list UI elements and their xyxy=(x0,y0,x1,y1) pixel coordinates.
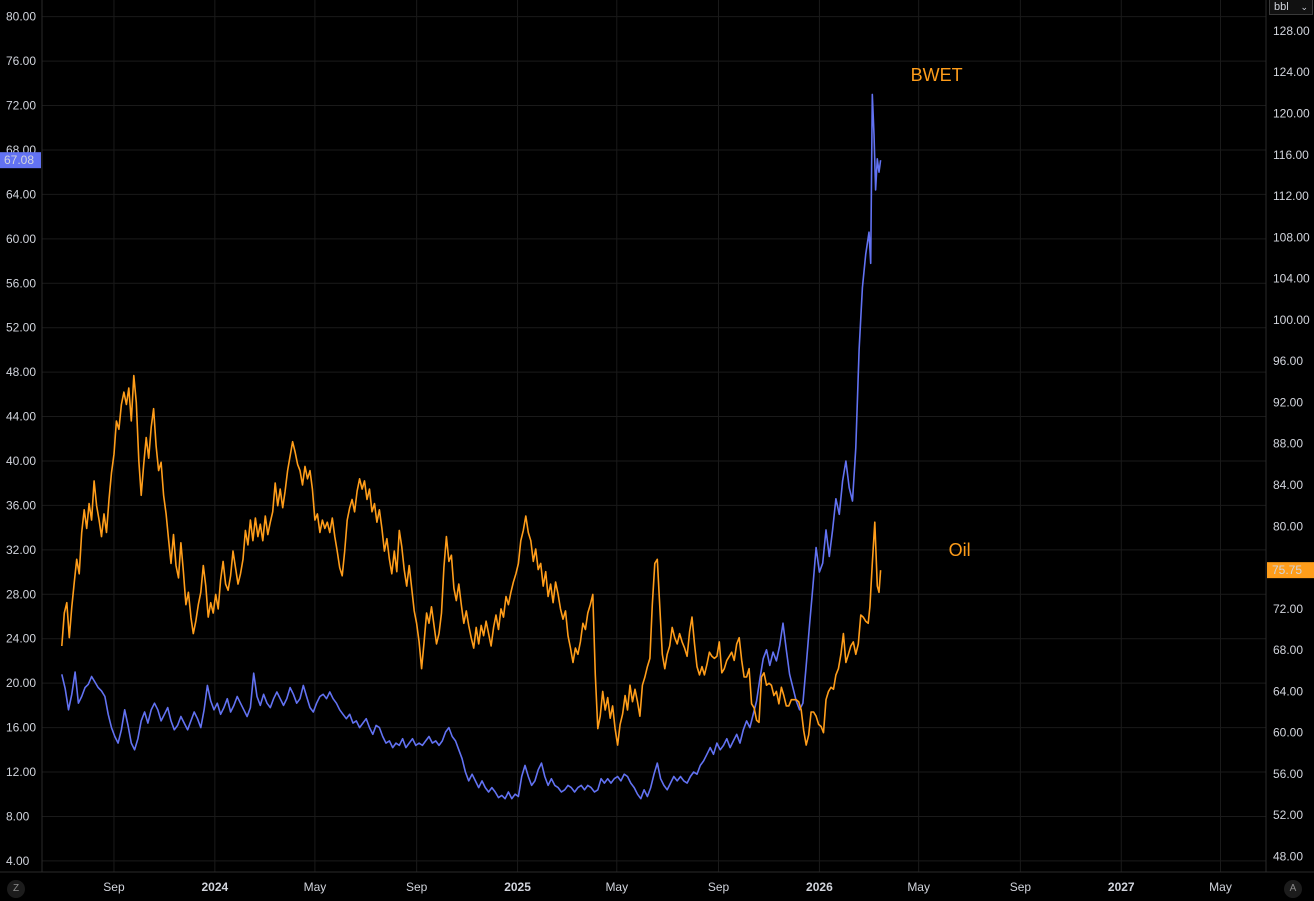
left-scale-button[interactable]: Z xyxy=(7,880,25,898)
series-label-bwet: BWET xyxy=(911,65,963,85)
left-axis-tick-label: 72.00 xyxy=(6,99,36,113)
left-axis-tick-label: 8.00 xyxy=(6,809,30,823)
right-axis-tick-label: 124.00 xyxy=(1273,65,1310,79)
left-scale-button-label: Z xyxy=(12,883,20,894)
right-axis-tick-label: 68.00 xyxy=(1273,643,1303,657)
right-axis-tick-label: 84.00 xyxy=(1273,478,1303,492)
left-axis-tick-label: 24.00 xyxy=(6,632,36,646)
auto-scale-button[interactable]: A xyxy=(1284,880,1302,898)
left-axis-tick-label: 56.00 xyxy=(6,276,36,290)
right-axis-tick-label: 128.00 xyxy=(1273,24,1310,38)
right-axis-tick-label: 96.00 xyxy=(1273,354,1303,368)
time-axis-tick-label: Sep xyxy=(406,880,428,894)
right-axis-tick-label: 88.00 xyxy=(1273,437,1303,451)
oil-last-value-label: 75.75 xyxy=(1272,563,1302,577)
right-axis-tick-label: 108.00 xyxy=(1273,230,1310,244)
left-axis-tick-label: 28.00 xyxy=(6,587,36,601)
left-axis-tick-label: 76.00 xyxy=(6,54,36,68)
left-axis-tick-label: 4.00 xyxy=(6,854,30,868)
time-axis-tick-label: 2025 xyxy=(504,880,531,894)
time-axis-tick-label: 2026 xyxy=(806,880,833,894)
time-axis-tick-label: May xyxy=(907,880,930,894)
auto-scale-button-label: A xyxy=(1289,883,1297,894)
oil-last-value-badge xyxy=(1267,562,1314,579)
time-axis-tick-label: Sep xyxy=(1010,880,1032,894)
series-labels: BWET Oil xyxy=(911,65,971,560)
time-axis-tick-label: May xyxy=(605,880,628,894)
right-price-axis[interactable]: 128.00 124.00 120.00 116.00 112.00 108.00 104.… xyxy=(1265,0,1310,872)
right-axis-tick-label: 72.00 xyxy=(1273,602,1303,616)
grid xyxy=(42,0,1266,872)
left-axis-tick-label: 44.00 xyxy=(6,410,36,424)
plot-area[interactable] xyxy=(61,93,882,800)
left-axis-tick-label: 32.00 xyxy=(6,543,36,557)
left-axis-tick-label: 16.00 xyxy=(6,721,36,735)
right-axis-tick-label: 100.00 xyxy=(1273,313,1310,327)
last-value-badges: 67.08 75.75 xyxy=(0,152,1314,579)
unit-selector[interactable]: bbl ⌄ xyxy=(1269,0,1313,15)
right-axis-tick-label: 112.00 xyxy=(1273,189,1309,203)
right-axis-tick-label: 56.00 xyxy=(1273,767,1303,781)
bwet-last-value-badge xyxy=(0,152,41,169)
right-axis-tick-label: 80.00 xyxy=(1273,519,1303,533)
bwet-last-value-label: 67.08 xyxy=(4,153,34,167)
right-axis-tick-label: 48.00 xyxy=(1273,850,1303,864)
time-axis[interactable]: Sep 2024 May Sep 2025 May Sep 2026 May Sep 2027 May xyxy=(0,871,1314,894)
time-axis-tick-label: May xyxy=(1209,880,1232,894)
right-axis-tick-label: 116.00 xyxy=(1273,148,1309,162)
left-axis-tick-label: 80.00 xyxy=(6,10,36,24)
series-line-oil[interactable] xyxy=(61,374,882,746)
series-line-bwet[interactable] xyxy=(61,93,882,800)
time-axis-tick-label: Sep xyxy=(708,880,730,894)
time-axis-tick-label: 2024 xyxy=(201,880,228,894)
left-axis-tick-label: 36.00 xyxy=(6,498,36,512)
right-axis-tick-label: 120.00 xyxy=(1273,107,1310,121)
time-axis-tick-label: 2027 xyxy=(1108,880,1135,894)
right-axis-tick-label: 60.00 xyxy=(1273,726,1303,740)
right-axis-tick-label: 104.00 xyxy=(1273,272,1310,286)
left-axis-tick-label: 20.00 xyxy=(6,676,36,690)
left-axis-tick-label: 52.00 xyxy=(6,321,36,335)
time-axis-tick-label: May xyxy=(304,880,327,894)
chevron-down-icon: ⌄ xyxy=(1300,2,1308,12)
time-axis-tick-label: Sep xyxy=(103,880,125,894)
left-price-axis[interactable]: 80.0076.0072.0068.0064.0060.0056.0052.00… xyxy=(6,0,43,872)
left-axis-tick-label: 48.00 xyxy=(6,365,36,379)
left-axis-tick-label: 12.00 xyxy=(6,765,36,779)
right-axis-tick-label: 64.00 xyxy=(1273,684,1303,698)
series-label-oil: Oil xyxy=(949,540,971,560)
left-axis-tick-label: 40.00 xyxy=(6,454,36,468)
right-axis-tick-label: 92.00 xyxy=(1273,395,1303,409)
left-axis-tick-label: 60.00 xyxy=(6,232,36,246)
left-axis-tick-label: 64.00 xyxy=(6,187,36,201)
right-axis-tick-label: 52.00 xyxy=(1273,808,1303,822)
unit-selector-label: bbl xyxy=(1274,1,1289,13)
